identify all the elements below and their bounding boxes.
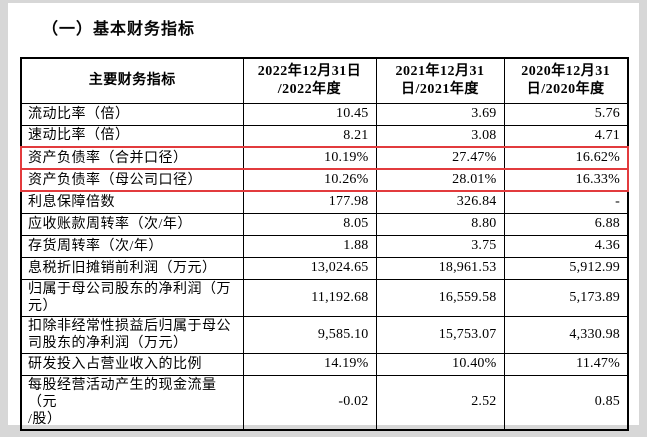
- value-2020: 16.33%: [503, 168, 629, 192]
- header-2022: 2022年12月31日 /2022年度: [242, 57, 377, 104]
- value-2021: 16,559.58: [375, 278, 505, 317]
- value-2021: 15,753.07: [375, 315, 505, 354]
- table-row-interest-coverage: 利息保障倍数 177.98 326.84 -: [20, 190, 629, 214]
- value-2020: 4.36: [503, 234, 629, 258]
- value-2021: 3.75: [375, 234, 505, 258]
- value-2022: -0.02: [242, 374, 377, 430]
- value-2021: 10.40%: [375, 352, 505, 376]
- indicator-cell: 息税折旧摊销前利润（万元）: [20, 256, 244, 280]
- value-2020: 4,330.98: [503, 315, 629, 354]
- header-indicator: 主要财务指标: [20, 57, 244, 104]
- indicator-cell: 扣除非经常性损益后归属于母公 司股东的净利润（万元）: [20, 315, 244, 354]
- indicator-cell: 资产负债率（母公司口径）: [20, 168, 244, 192]
- value-2021: 326.84: [375, 190, 505, 214]
- indicator-cell: 利息保障倍数: [20, 190, 244, 214]
- value-2022: 10.26%: [242, 168, 377, 192]
- table-row-receivables-turnover: 应收账款周转率（次/年） 8.05 8.80 6.88: [20, 212, 629, 236]
- header-2021: 2021年12月31 日/2021年度: [375, 57, 505, 104]
- value-2020: -: [503, 190, 629, 214]
- indicator-cell: 速动比率（倍）: [20, 124, 244, 148]
- value-2022: 9,585.10: [242, 315, 377, 354]
- value-2020: 5,912.99: [503, 256, 629, 280]
- table-row-operating-cashflow-per-share: 每股经营活动产生的现金流量（元 /股） -0.02 2.52 0.85: [20, 374, 629, 430]
- table-row-inventory-turnover: 存货周转率（次/年） 1.88 3.75 4.36: [20, 234, 629, 258]
- value-2020: 0.85: [503, 374, 629, 430]
- indicator-cell: 存货周转率（次/年）: [20, 234, 244, 258]
- header-2020: 2020年12月31 日/2020年度: [503, 57, 629, 104]
- value-2021: 28.01%: [375, 168, 505, 192]
- table-row-ebitda: 息税折旧摊销前利润（万元） 13,024.65 18,961.53 5,912.…: [20, 256, 629, 280]
- value-2021: 18,961.53: [375, 256, 505, 280]
- value-2020: 5.76: [503, 102, 629, 126]
- indicator-cell: 每股经营活动产生的现金流量（元 /股）: [20, 374, 244, 430]
- financial-indicators-table: 主要财务指标 2022年12月31日 /2022年度 2021年12月31 日/…: [20, 57, 629, 431]
- table-row-current-ratio: 流动比率（倍） 10.45 3.69 5.76: [20, 102, 629, 126]
- document-page: （一）基本财务指标 主要财务指标 2022年12月31日 /2022年度 202…: [8, 3, 639, 431]
- value-2021: 27.47%: [375, 146, 505, 170]
- value-2022: 177.98: [242, 190, 377, 214]
- indicator-cell: 资产负债率（合并口径）: [20, 146, 244, 170]
- value-2020: 4.71: [503, 124, 629, 148]
- indicator-cell: 归属于母公司股东的净利润（万 元）: [20, 278, 244, 317]
- indicator-cell: 应收账款周转率（次/年）: [20, 212, 244, 236]
- table-row-net-profit-parent: 归属于母公司股东的净利润（万 元） 11,192.68 16,559.58 5,…: [20, 278, 629, 317]
- indicator-cell: 研发投入占营业收入的比例: [20, 352, 244, 376]
- value-2021: 8.80: [375, 212, 505, 236]
- value-2020: 11.47%: [503, 352, 629, 376]
- value-2021: 3.08: [375, 124, 505, 148]
- section-title: （一）基本财务指标: [42, 21, 196, 38]
- table-header-row: 主要财务指标 2022年12月31日 /2022年度 2021年12月31 日/…: [20, 57, 629, 104]
- value-2021: 3.69: [375, 102, 505, 126]
- value-2022: 14.19%: [242, 352, 377, 376]
- value-2022: 8.05: [242, 212, 377, 236]
- value-2020: 16.62%: [503, 146, 629, 170]
- value-2022: 11,192.68: [242, 278, 377, 317]
- value-2020: 5,173.89: [503, 278, 629, 317]
- table-row-net-profit-excl-nonrecurring: 扣除非经常性损益后归属于母公 司股东的净利润（万元） 9,585.10 15,7…: [20, 315, 629, 354]
- table-row-debt-ratio-parent-highlighted: 资产负债率（母公司口径） 10.26% 28.01% 16.33%: [20, 168, 629, 192]
- value-2022: 10.45: [242, 102, 377, 126]
- value-2022: 13,024.65: [242, 256, 377, 280]
- value-2022: 10.19%: [242, 146, 377, 170]
- table-row-debt-ratio-consolidated-highlighted: 资产负债率（合并口径） 10.19% 27.47% 16.62%: [20, 146, 629, 170]
- value-2021: 2.52: [375, 374, 505, 430]
- table-row-quick-ratio: 速动比率（倍） 8.21 3.08 4.71: [20, 124, 629, 148]
- table-row-rd-ratio: 研发投入占营业收入的比例 14.19% 10.40% 11.47%: [20, 352, 629, 376]
- value-2020: 6.88: [503, 212, 629, 236]
- value-2022: 8.21: [242, 124, 377, 148]
- value-2022: 1.88: [242, 234, 377, 258]
- indicator-cell: 流动比率（倍）: [20, 102, 244, 126]
